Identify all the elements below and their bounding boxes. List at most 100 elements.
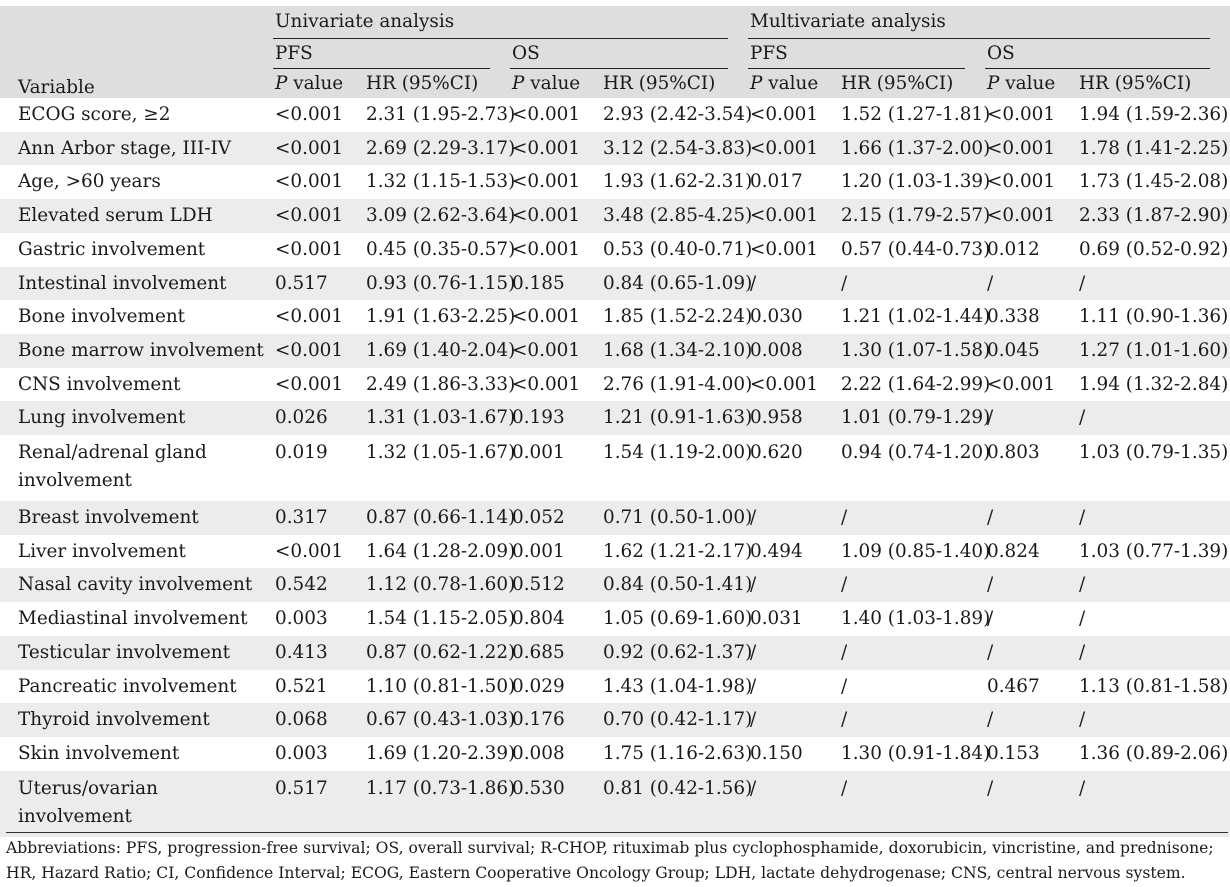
p-value-cell: <0.001 (275, 540, 344, 562)
p-value-cell: 0.317 (275, 507, 328, 529)
p-value-cell: <0.001 (512, 339, 581, 361)
p-value-cell: 0.029 (512, 675, 565, 697)
table-row: Bone involvement <0.001 1.91 (1.63-2.25) <0… (0, 300, 1230, 334)
p-value-cell: <0.001 (275, 373, 344, 395)
hr-cell: 1.31 (1.03-1.67) (366, 407, 516, 429)
hr-cell: 1.91 (1.63-2.25) (366, 306, 516, 328)
p-value-cell: 0.031 (750, 608, 803, 630)
hr-cell: / (841, 709, 848, 731)
table-row: Nasal cavity involvement 0.542 1.12 (0.78-… (0, 568, 1230, 603)
hr-cell: 1.03 (0.77-1.39) (1079, 540, 1229, 562)
hr-cell: 1.11 (0.90-1.36) (1079, 306, 1229, 328)
hr-cell: 2.76 (1.91-4.00) (603, 373, 753, 395)
hr-cell: 2.22 (1.64-2.99) (841, 373, 991, 395)
hr-cell: 1.43 (1.04-1.98) (603, 675, 753, 697)
hr-cell: 1.78 (1.41-2.25) (1079, 137, 1229, 159)
p-value-cell: <0.001 (275, 306, 344, 328)
p-value-cell: 0.620 (750, 442, 803, 464)
p-value-cell: 0.804 (512, 608, 565, 630)
variable-cell: Ann Arbor stage, III-IV (18, 137, 232, 159)
hr-cell: 1.17 (0.73-1.86) (366, 777, 516, 799)
hr-cell: 2.49 (1.86-3.33) (366, 373, 516, 395)
variable-cell: Bone involvement (18, 306, 186, 328)
variable-cell: Renal/adrenal gland involvement (18, 442, 207, 492)
p-value-cell: 0.052 (512, 507, 565, 529)
hr-header: HR (95%CI) (1079, 73, 1192, 94)
univariate-os-header: OS (510, 39, 748, 69)
p-value-cell: 0.512 (512, 574, 565, 596)
variable-cell: Nasal cavity involvement (18, 574, 253, 596)
table-row: Skin involvement 0.003 1.69 (1.20-2.39) 0.0… (0, 737, 1230, 771)
p-value-cell: / (987, 407, 994, 429)
hr-cell: 1.69 (1.20-2.39) (366, 742, 516, 764)
p-value-cell: <0.001 (275, 339, 344, 361)
hr-cell: 1.20 (1.03-1.39) (841, 171, 991, 193)
hr-cell: 0.57 (0.44-0.73) (841, 238, 991, 260)
p-value-cell: 0.685 (512, 641, 565, 663)
p-value-cell: 0.521 (275, 675, 328, 697)
hr-cell: 2.15 (1.79-2.57) (841, 205, 991, 227)
hr-cell: 1.66 (1.37-2.00) (841, 137, 991, 159)
hr-cell: 1.94 (1.32-2.84) (1079, 373, 1229, 395)
hr-cell: 1.32 (1.05-1.67) (366, 442, 516, 464)
table-row: Pancreatic involvement 0.521 1.10 (0.81-1.… (0, 670, 1230, 704)
hr-cell: / (841, 272, 848, 294)
p-value-cell: 0.012 (987, 238, 1040, 260)
p-value-cell: 0.176 (512, 709, 565, 731)
hr-cell: / (1079, 407, 1086, 429)
p-value-cell: <0.001 (512, 104, 581, 125)
hr-cell: 1.12 (0.78-1.60) (366, 574, 516, 596)
variable-cell: Lung involvement (18, 407, 186, 429)
variable-cell: Age, >60 years (18, 171, 161, 193)
variable-cell: CNS involvement (18, 373, 181, 395)
hr-cell: / (1079, 507, 1086, 529)
multivariate-pfs-header: PFS (748, 39, 985, 69)
p-value-cell: 0.467 (987, 675, 1040, 697)
table-row: Testicular involvement 0.413 0.87 (0.62-1.… (0, 635, 1230, 670)
hr-cell: / (841, 574, 848, 596)
p-value-cell: <0.001 (750, 373, 819, 395)
hr-cell: 1.01 (0.79-1.29) (841, 407, 991, 429)
hr-cell: 1.13 (0.81-1.58) (1079, 675, 1229, 697)
hr-cell: / (841, 507, 848, 529)
regression-table: Variable Univariate analysis Multivariat… (0, 6, 1230, 837)
hr-cell: / (841, 675, 848, 697)
hr-cell: 1.40 (1.03-1.89) (841, 608, 991, 630)
p-value-cell: <0.001 (987, 137, 1056, 159)
hr-cell: 3.48 (2.85-4.25) (603, 205, 753, 227)
p-value-cell: 0.824 (987, 540, 1040, 562)
hr-cell: / (841, 641, 848, 663)
hr-cell: / (1079, 608, 1086, 630)
table-row: Ann Arbor stage, III-IV <0.001 2.69 (2.29-… (0, 131, 1230, 166)
p-value-cell: / (750, 675, 757, 697)
p-value-cell: 0.003 (275, 608, 328, 630)
p-value-cell: 0.413 (275, 641, 328, 663)
p-value-cell: <0.001 (275, 205, 344, 227)
table-row: Gastric involvement <0.001 0.45 (0.35-0.57… (0, 233, 1230, 267)
variable-cell: Thyroid involvement (18, 709, 210, 731)
variable-cell: Skin involvement (18, 742, 180, 764)
hr-header: HR (95%CI) (841, 73, 954, 94)
p-value-cell: <0.001 (987, 373, 1056, 395)
table-row: ECOG score, ≥2 <0.001 2.31 (1.95-2.73) <0.0… (0, 98, 1230, 132)
table-row: Breast involvement 0.317 0.87 (0.66-1.14) 0… (0, 501, 1230, 535)
hr-cell: 0.94 (0.74-1.20) (841, 442, 991, 464)
hr-cell: 0.93 (0.76-1.15) (366, 272, 516, 294)
hr-cell: 1.68 (1.34-2.10) (603, 339, 753, 361)
p-value-header: P value (512, 73, 581, 94)
hr-cell: / (1079, 641, 1086, 663)
p-value-cell: 0.001 (512, 540, 565, 562)
p-value-cell: 0.803 (987, 442, 1040, 464)
p-value-cell: 0.193 (512, 407, 565, 429)
hr-cell: / (1079, 777, 1086, 799)
p-value-cell: <0.001 (750, 137, 819, 159)
p-value-cell: 0.026 (275, 407, 328, 429)
variable-cell: Uterus/ovarian involvement (18, 777, 158, 827)
hr-cell: 1.94 (1.59-2.36) (1079, 104, 1229, 125)
p-value-cell: 0.008 (750, 339, 803, 361)
hr-header: HR (95%CI) (603, 73, 716, 94)
p-value-cell: / (987, 507, 994, 529)
multivariate-os-header: OS (985, 39, 1230, 69)
p-value-cell: <0.001 (512, 137, 581, 159)
p-value-cell: / (987, 574, 994, 596)
